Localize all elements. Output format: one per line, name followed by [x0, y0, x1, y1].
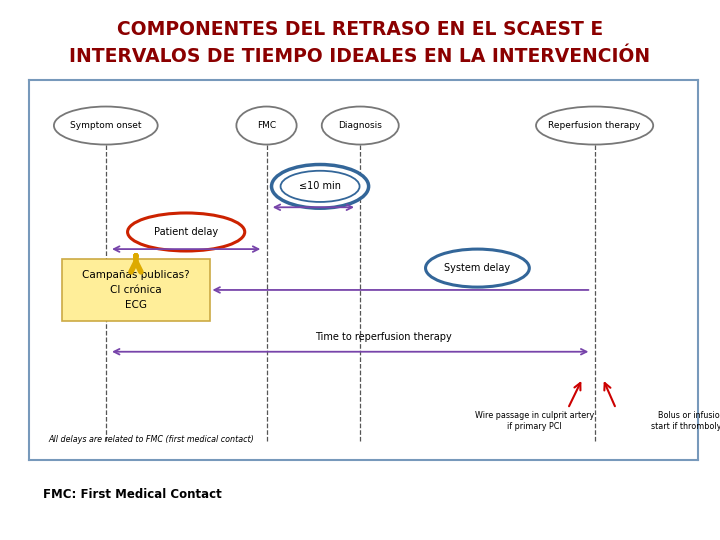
Text: Wire passage in culprit artery
if primary PCI: Wire passage in culprit artery if primar…: [474, 410, 594, 431]
Text: Campañas publicas?
CI crónica
ECG: Campañas publicas? CI crónica ECG: [82, 270, 190, 310]
Text: All delays are related to FMC (first medical contact): All delays are related to FMC (first med…: [49, 435, 255, 444]
Ellipse shape: [426, 249, 529, 287]
Ellipse shape: [536, 106, 653, 145]
Text: COMPONENTES DEL RETRASO EN EL SCAEST E: COMPONENTES DEL RETRASO EN EL SCAEST E: [117, 20, 603, 39]
Ellipse shape: [54, 106, 158, 145]
Ellipse shape: [271, 165, 369, 208]
Text: Diagnosis: Diagnosis: [338, 121, 382, 130]
Text: Patient delay: Patient delay: [154, 227, 218, 237]
Ellipse shape: [281, 171, 359, 202]
Text: Bolus or infusion
start if thrombolysis: Bolus or infusion start if thrombolysis: [652, 410, 720, 431]
Text: INTERVALOS DE TIEMPO IDEALES EN LA INTERVENCIÓN: INTERVALOS DE TIEMPO IDEALES EN LA INTER…: [69, 47, 651, 66]
Text: FMC: First Medical Contact: FMC: First Medical Contact: [43, 488, 222, 501]
Ellipse shape: [127, 213, 245, 251]
Text: ≤10 min: ≤10 min: [299, 181, 341, 191]
Ellipse shape: [322, 106, 399, 145]
Text: System delay: System delay: [444, 263, 510, 273]
Text: Symptom onset: Symptom onset: [70, 121, 142, 130]
Text: Time to reperfusion therapy: Time to reperfusion therapy: [315, 332, 452, 342]
Ellipse shape: [236, 106, 297, 145]
Text: Reperfusion therapy: Reperfusion therapy: [549, 121, 641, 130]
FancyBboxPatch shape: [63, 259, 210, 321]
Text: FMC: FMC: [257, 121, 276, 130]
